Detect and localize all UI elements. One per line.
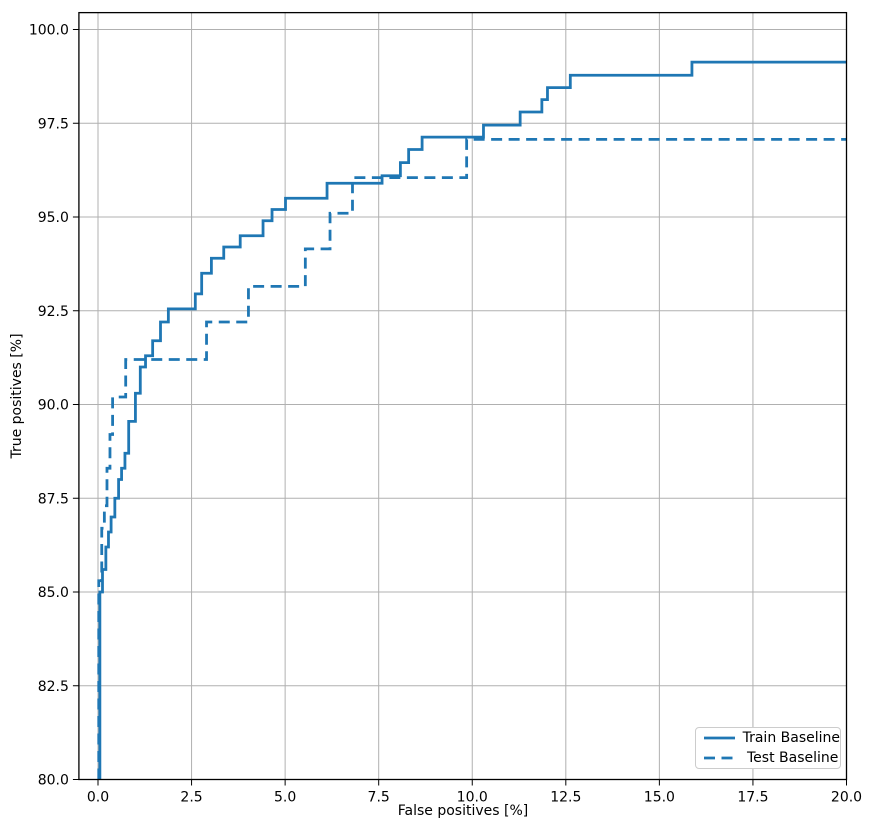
grid [78,12,847,780]
y-tick-label: 80.0 [38,773,69,789]
x-tick-label: 2.5 [180,790,202,806]
y-tick-label: 90.0 [38,398,69,414]
x-tick-label: 10.0 [457,790,488,806]
y-tick-label: 97.5 [38,116,69,132]
y-tick-label: 100.0 [29,23,69,39]
x-tick-label: 12.5 [550,790,581,806]
x-tick-label: 17.5 [737,790,768,806]
axes-ticks: 0.0 2.5 5.0 7.5 10.0 12.5 15.0 17.5 20.0 80.0 82.5… [29,23,862,806]
legend-label-train: Train Baseline [742,730,840,747]
x-tick-label: 20.0 [831,790,862,806]
x-tick-label: 7.5 [368,790,390,806]
train-line-sample-icon [704,736,735,740]
plot-border [78,11,848,781]
y-tick-label: 92.5 [38,304,69,320]
legend-label-test: Test Baseline [747,749,839,766]
legend: Train Baseline Test Baseline [695,727,841,769]
x-tick-label: 5.0 [274,790,296,806]
legend-item-train-baseline: Train Baseline [703,729,840,747]
test-baseline-line [97,137,847,780]
y-tick-label: 95.0 [38,210,69,226]
y-tick-label: 87.5 [38,491,69,507]
y-axis-label: True positives [%] [9,333,25,459]
x-tick-label: 15.0 [644,790,675,806]
test-line-sample-icon [704,756,738,760]
x-tick-label: 0.0 [87,790,109,806]
train-baseline-line [98,60,847,780]
y-tick-label: 82.5 [38,679,69,695]
x-axis-label: False positives [%] [397,803,529,819]
legend-item-test-baseline: Test Baseline [703,749,840,767]
y-tick-label: 85.0 [38,585,69,601]
